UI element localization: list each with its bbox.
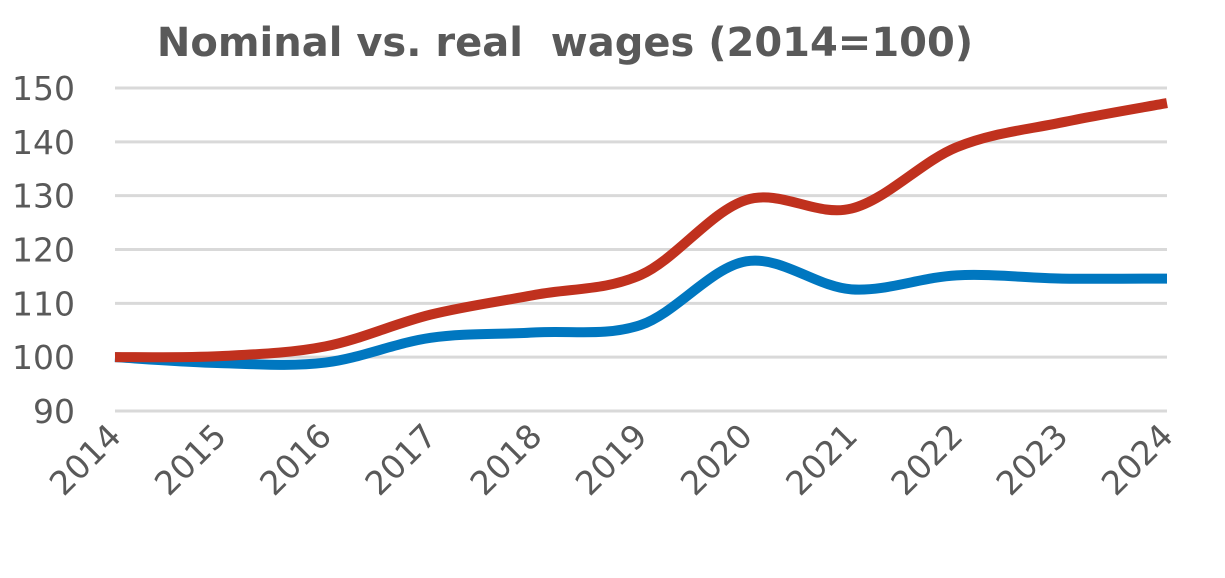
x-tick-label: 2018 (462, 416, 549, 503)
x-tick-label: 2016 (252, 416, 339, 503)
y-tick-label: 120 (12, 231, 75, 270)
chart-title: Nominal vs. real wages (2014=100) (157, 20, 973, 66)
x-tick-label: 2017 (357, 416, 444, 503)
x-tick-label: 2020 (673, 416, 760, 503)
y-tick-label: 110 (12, 284, 75, 323)
x-tick-label: 2019 (568, 416, 655, 503)
series-line-0 (114, 98, 1168, 363)
y-tick-label: 130 (12, 177, 75, 216)
series-line-1 (114, 255, 1168, 370)
x-tick-label: 2015 (147, 416, 234, 503)
x-tick-label: 2023 (988, 416, 1075, 503)
x-tick-label: 2024 (1094, 416, 1181, 503)
x-tick-label: 2021 (778, 416, 865, 503)
y-tick-label: 140 (12, 123, 75, 162)
y-tick-label: 100 (12, 338, 75, 377)
y-tick-label: 150 (12, 69, 75, 108)
x-tick-label: 2022 (883, 416, 970, 503)
y-tick-label: 90 (33, 392, 75, 431)
